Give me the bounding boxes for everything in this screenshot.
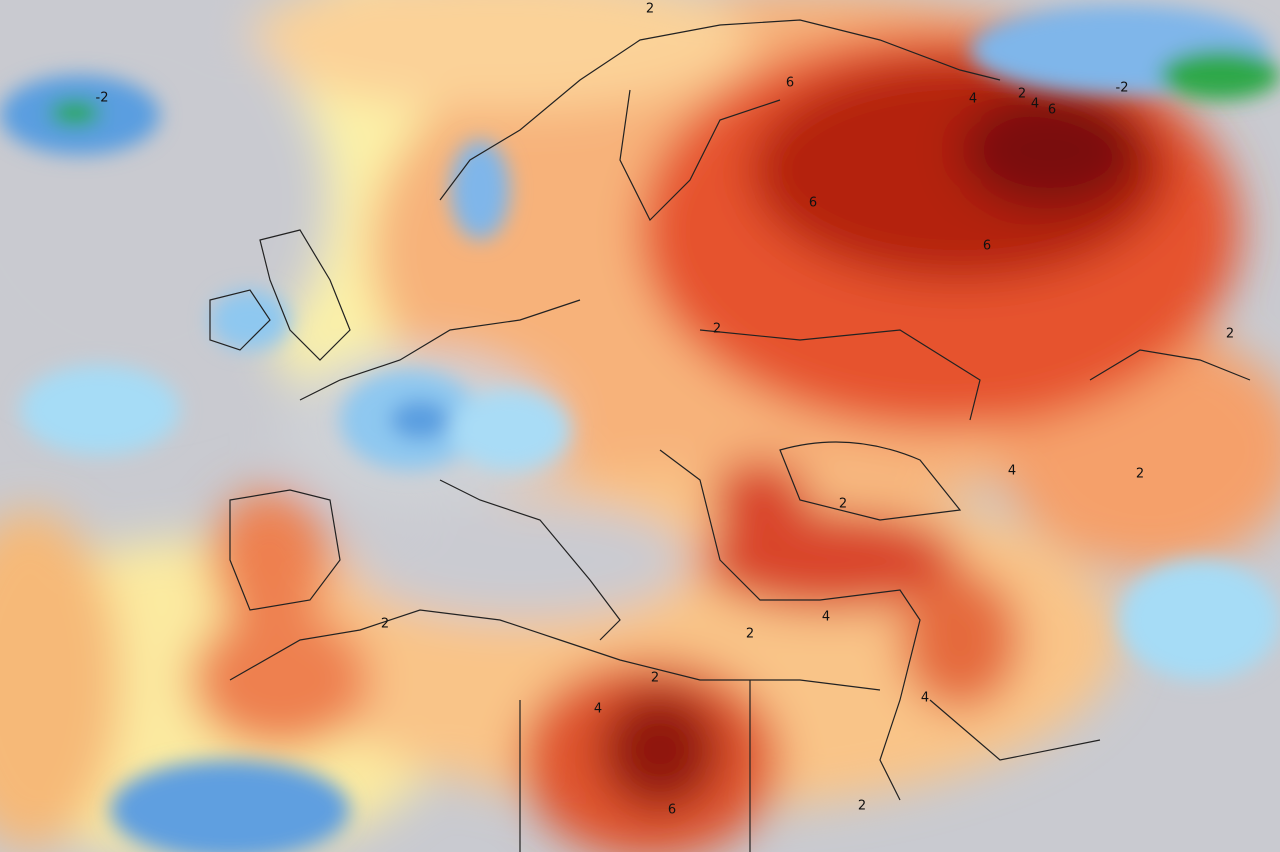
contour-label: 4: [969, 92, 977, 107]
contour-label: 2: [1226, 327, 1234, 342]
contour-label: 4: [822, 610, 830, 625]
contour-label: 6: [809, 196, 817, 211]
contour-label: 4: [921, 691, 929, 706]
contour-label: 6: [983, 239, 991, 254]
contour-label: 2: [839, 497, 847, 512]
contour-label: 2: [858, 799, 866, 814]
contour-label: 2: [381, 617, 389, 632]
contour-label: 2: [651, 671, 659, 686]
contour-label: 2: [1136, 467, 1144, 482]
coastlines: [209, 19, 1251, 852]
contour-label: 6: [1048, 103, 1056, 118]
contour-label: 6: [786, 76, 794, 91]
contour-label: 4: [1031, 97, 1039, 112]
contour-label: 2: [713, 322, 721, 337]
contour-label: 2: [646, 2, 654, 17]
contour-label: 2: [746, 627, 754, 642]
contour-label: 4: [594, 702, 602, 717]
contour-label: -2: [1116, 81, 1129, 96]
cold-anomalies: [0, 5, 1280, 852]
contour-label: -2: [96, 91, 109, 106]
contour-label: 6: [668, 803, 676, 818]
contour-label: 2: [1018, 87, 1026, 102]
contour-label: 4: [1008, 464, 1016, 479]
